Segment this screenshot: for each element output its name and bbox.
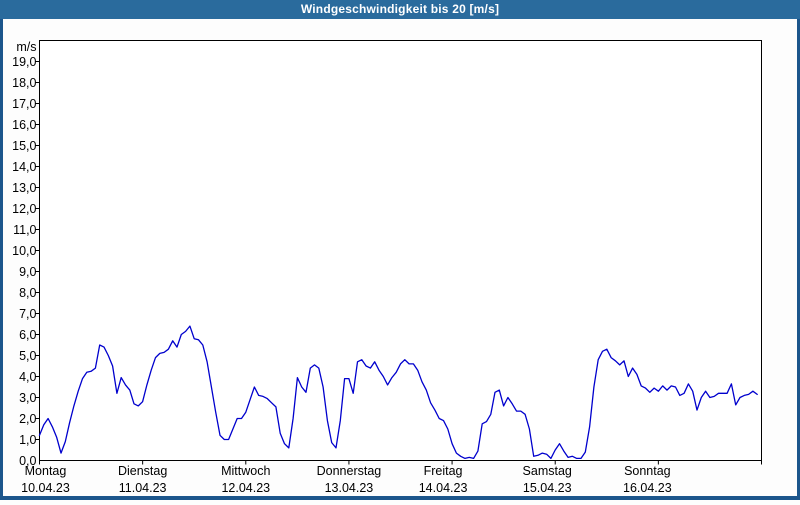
x-axis-day-label: Mittwoch [221, 464, 270, 478]
axis-ticks [35, 61, 762, 465]
y-axis-label: 10,0 [12, 244, 36, 258]
y-axis-label: 1,0 [19, 433, 36, 447]
y-axis-label: 4,0 [19, 370, 36, 384]
y-axis-label: 13,0 [12, 181, 36, 195]
wind-speed-line [38, 325, 758, 460]
y-axis-label: 14,0 [12, 160, 36, 174]
y-axis-label: 2,0 [19, 412, 36, 426]
x-axis-date-label: 10.04.23 [21, 481, 70, 495]
x-axis-date-label: 15.04.23 [523, 481, 572, 495]
x-axis-day-label: Sonntag [624, 464, 671, 478]
window-title: Windgeschwindigkeit bis 20 [m/s] [300, 2, 500, 16]
x-axis-day-label: Donnerstag [317, 464, 382, 478]
wind-speed-line-layer [38, 325, 758, 460]
y-axis-label: 17,0 [12, 97, 36, 111]
x-axis-date-label: 11.04.23 [119, 481, 167, 495]
plot-area [39, 40, 762, 461]
x-axis-day-label: Montag [25, 464, 67, 478]
y-axis-label: 9,0 [19, 265, 36, 279]
y-axis-label: 7,0 [19, 307, 36, 321]
window-title-bar: Windgeschwindigkeit bis 20 [m/s] [0, 0, 800, 19]
x-axis-date-label: 14.04.23 [419, 481, 468, 495]
y-axis-label: 12,0 [12, 202, 36, 216]
y-axis-label: 19,0 [12, 55, 36, 69]
y-axis-label: 0,0 [19, 454, 36, 468]
x-axis-day-label: Samstag [523, 464, 572, 478]
x-axis-date-label: 16.04.23 [623, 481, 672, 495]
y-axis-label: 8,0 [19, 286, 36, 300]
x-axis-date-label: 12.04.23 [221, 481, 270, 495]
y-axis-label: 16,0 [12, 118, 36, 132]
axis-labels: m/s19,0 18,0 17,0 16,0 15,0 14,0 13,0 12,0 11,0 1… [12, 40, 672, 495]
x-axis-day-label: Dienstag [118, 464, 167, 478]
y-axis-label: 15,0 [12, 139, 36, 153]
y-axis-label: 18,0 [12, 76, 36, 90]
y-axis-unit-label: m/s [16, 40, 36, 54]
plot-frame [39, 40, 762, 461]
y-axis-label: 3,0 [19, 391, 36, 405]
x-axis-day-label: Freitag [424, 464, 463, 478]
y-axis-label: 6,0 [19, 328, 36, 342]
y-axis-label: 11,0 [13, 223, 36, 237]
y-axis-label: 5,0 [19, 349, 36, 363]
x-axis-date-label: 13.04.23 [325, 481, 374, 495]
